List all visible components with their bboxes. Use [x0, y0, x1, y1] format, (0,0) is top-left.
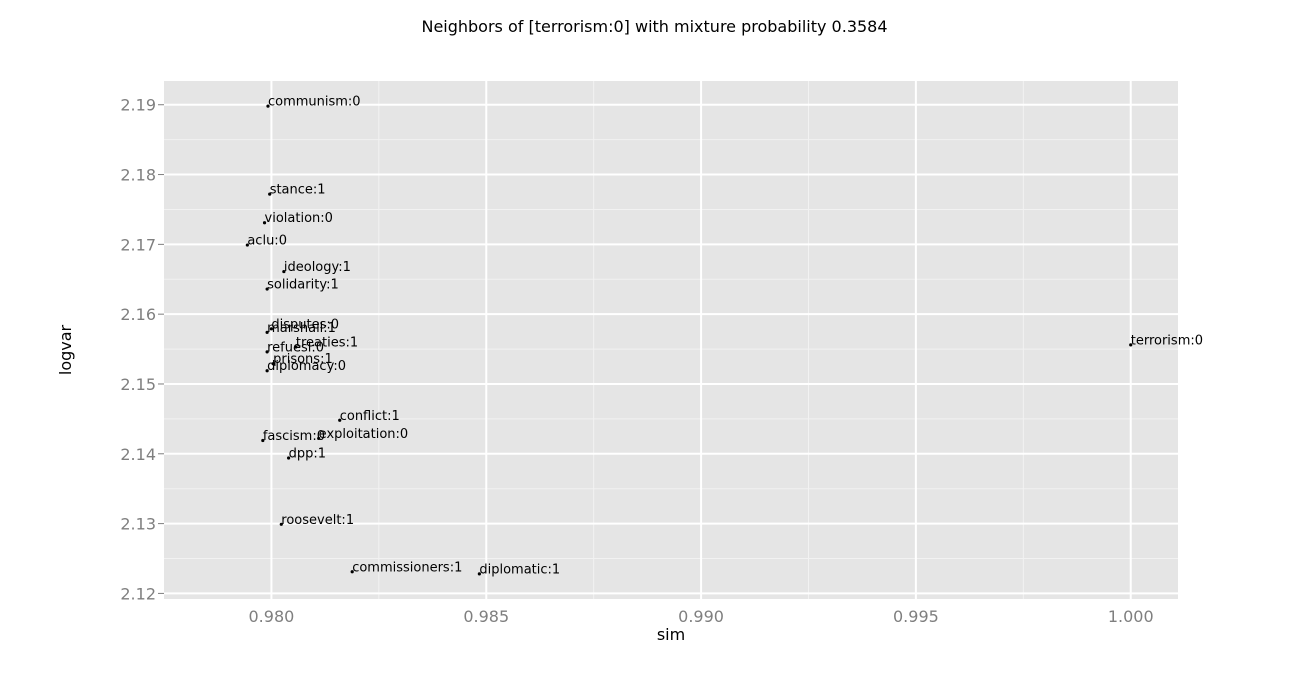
scatter-point — [245, 243, 249, 247]
scatter-point — [282, 269, 286, 274]
point-label: terrorism:0 — [1131, 333, 1203, 348]
x-tick-label: 0.990 — [678, 607, 724, 626]
scatter-point — [338, 418, 342, 422]
point-label: refuesl:0 — [267, 340, 324, 355]
y-tick-label: 2.17 — [120, 235, 156, 254]
point-label: marshall:1 — [267, 321, 336, 336]
x-axis-title: sim — [657, 625, 685, 644]
scatter-point — [1129, 343, 1133, 347]
scatter-point — [271, 362, 275, 366]
y-tick-label: 2.19 — [120, 96, 156, 115]
y-tick-label: 2.15 — [120, 375, 156, 394]
y-axis-ticks: 2.12 2.13 2.14 2.15 2.16 2.17 2.18 2.19 — [120, 96, 164, 603]
scatter-point — [265, 330, 269, 334]
point-label: conflict:1 — [340, 409, 400, 424]
scatter-point — [317, 436, 321, 441]
scatter-point — [261, 438, 265, 443]
x-tick-label: 0.995 — [893, 607, 939, 626]
scatter-point — [265, 350, 269, 354]
point-label: exploitation:0 — [319, 427, 409, 442]
x-tick-label: 0.980 — [249, 607, 295, 626]
x-axis-ticks: 0.980 0.985 0.990 0.995 1.000 — [249, 607, 1154, 626]
scatter-point — [287, 456, 291, 460]
chart-title: Neighbors of [terrorism:0] with mixture … — [421, 17, 888, 36]
y-tick-label: 2.14 — [120, 445, 156, 464]
scatter-point — [294, 345, 298, 349]
point-label: roosevelt:1 — [281, 513, 354, 528]
point-label: disputes:0 — [271, 317, 339, 332]
x-tick-label: 1.000 — [1108, 607, 1154, 626]
point-label: diplomacy:0 — [267, 359, 346, 374]
y-tick-label: 2.12 — [120, 584, 156, 603]
point-label: aclu:0 — [247, 234, 287, 249]
y-tick-label: 2.16 — [120, 305, 156, 324]
point-label: treaties:1 — [296, 335, 358, 350]
point-label: solidarity:1 — [267, 278, 339, 293]
point-label: communism:0 — [268, 95, 361, 110]
point-label: commissioners:1 — [352, 560, 462, 575]
scatter-point — [265, 369, 269, 373]
point-label: violation:0 — [265, 211, 333, 226]
major-gridlines — [164, 81, 1178, 599]
minor-gridlines — [164, 81, 1178, 599]
point-label: stance:1 — [270, 183, 326, 198]
scatter-point — [265, 287, 269, 291]
plot-panel — [164, 81, 1178, 599]
y-axis-title: logvar — [56, 324, 75, 375]
point-label: prisons:1 — [273, 352, 333, 367]
point-label: fascism:0 — [263, 429, 325, 444]
point-label: diplomatic:1 — [479, 562, 560, 577]
scatter-point — [350, 570, 354, 574]
point-label: ideology:1 — [284, 260, 351, 275]
y-tick-label: 2.18 — [120, 166, 156, 185]
x-tick-label: 0.985 — [463, 607, 509, 626]
scatter-point — [268, 192, 272, 196]
scatter-point — [269, 327, 274, 331]
scatter-point — [477, 572, 481, 576]
data-points: communism:0 stance:1 violation:0 aclu:0 ideo… — [245, 95, 1203, 577]
point-label: dpp:1 — [289, 446, 326, 461]
scatter-point — [262, 221, 267, 225]
scatter-point — [266, 104, 270, 108]
scatter-point — [279, 522, 283, 526]
y-tick-label: 2.13 — [120, 515, 156, 534]
